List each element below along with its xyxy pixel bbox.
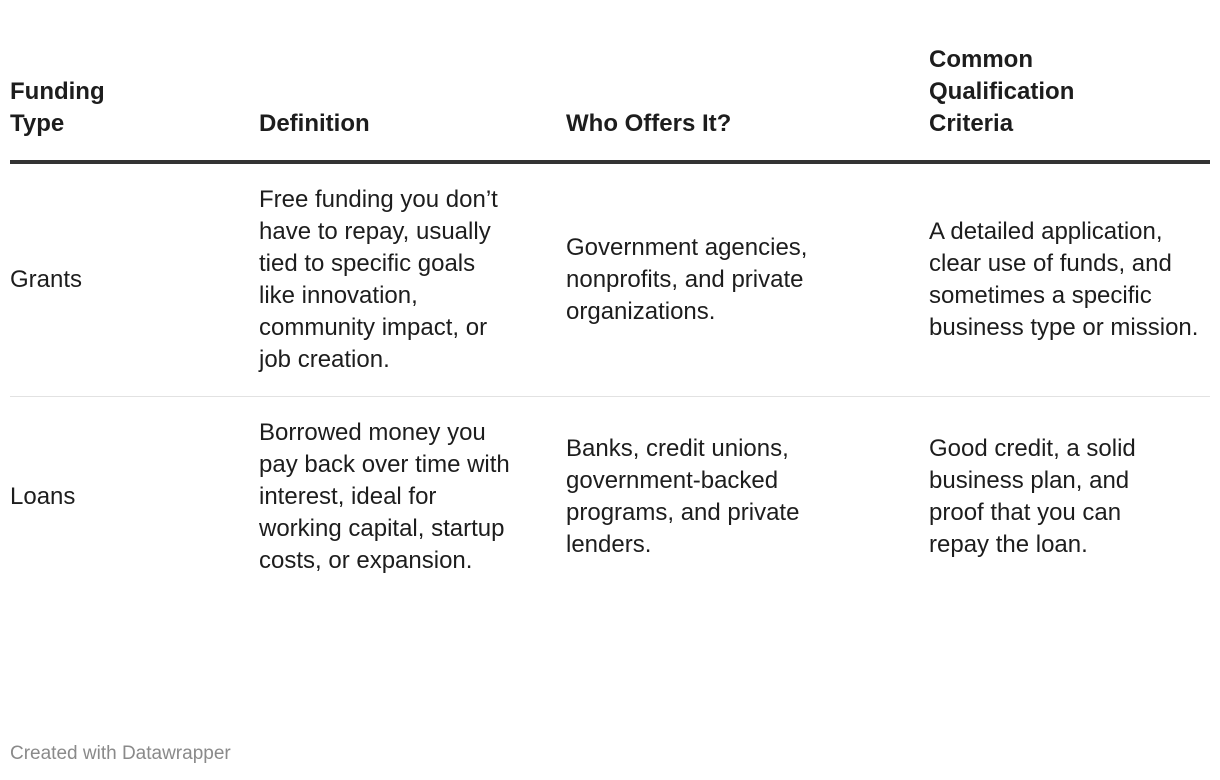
header-funding-type: Funding Type (10, 44, 259, 164)
cell-qualification-criteria: Good credit, a solid business plan, and … (929, 396, 1210, 597)
funding-table: Funding Type Definition Who Offers It? C… (10, 44, 1210, 597)
cell-qualification-criteria: A detailed application, clear use of fun… (929, 218, 1199, 341)
cell-funding-type: Loans (10, 396, 259, 597)
cell-definition: Free funding you don’t have to repay, us… (259, 186, 498, 373)
table-row: Loans Borrowed money you pay back over t… (10, 396, 1210, 597)
cell-definition: Borrowed money you pay back over time wi… (259, 396, 566, 597)
datawrapper-credit[interactable]: Created with Datawrapper (10, 743, 231, 764)
cell-funding-type: Grants (10, 266, 83, 293)
table-row: Grants Free funding you don’t have to re… (10, 162, 1210, 397)
cell-who-offers: Banks, credit unions, government-backed … (566, 396, 929, 597)
header-definition: Definition (259, 44, 566, 164)
header-qualification-criteria: Common Qualification Criteria (929, 44, 1210, 164)
cell-who-offers: Government agencies, nonprofits, and pri… (566, 234, 808, 325)
header-who-offers: Who Offers It? (566, 44, 929, 164)
header-row: Funding Type Definition Who Offers It? C… (10, 44, 1210, 164)
